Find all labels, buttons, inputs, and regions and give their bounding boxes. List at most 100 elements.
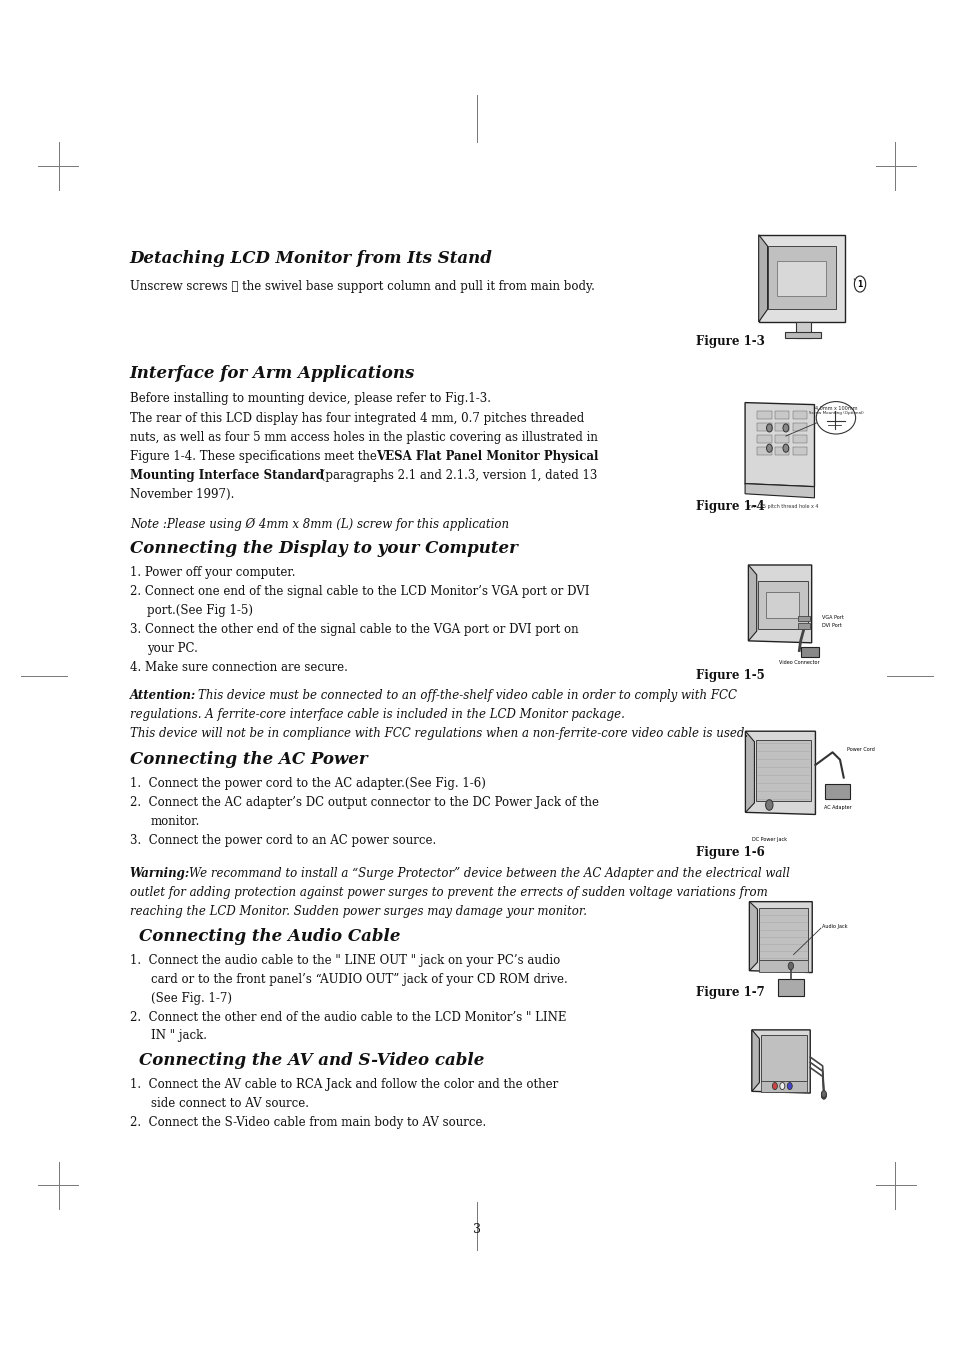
Text: 3. Connect the other end of the signal cable to the VGA port or DVI port on: 3. Connect the other end of the signal c… (130, 623, 578, 636)
Text: Before installing to mounting device, please refer to Fig.1-3.: Before installing to mounting device, pl… (130, 392, 490, 405)
Text: (paragraphs 2.1 and 2.1.3, version 1, dated 13: (paragraphs 2.1 and 2.1.3, version 1, da… (316, 469, 597, 482)
Text: Note :Please using Ø 4mm x 8mm (L) screw for this application: Note :Please using Ø 4mm x 8mm (L) screw… (130, 517, 508, 531)
Polygon shape (777, 261, 825, 296)
Bar (792, 423, 806, 431)
Bar (797, 623, 809, 630)
Bar (774, 435, 789, 443)
Polygon shape (744, 484, 814, 497)
Text: VESA Flat Panel Monitor Physical: VESA Flat Panel Monitor Physical (375, 450, 598, 463)
Text: your PC.: your PC. (147, 642, 197, 655)
Text: Video Connector: Video Connector (779, 661, 819, 665)
Text: mm  75 pitch thread hole x 4: mm 75 pitch thread hole x 4 (746, 504, 817, 509)
Circle shape (782, 424, 788, 432)
Polygon shape (758, 235, 767, 322)
Text: regulations. A ferrite-core interface cable is included in the LCD Monitor packa: regulations. A ferrite-core interface ca… (130, 708, 624, 721)
Text: Interface for Arm Applications: Interface for Arm Applications (130, 365, 415, 382)
Text: DVI Port: DVI Port (821, 623, 841, 628)
Text: 2.  Connect the other end of the audio cable to the LCD Monitor’s " LINE: 2. Connect the other end of the audio ca… (130, 1011, 566, 1024)
Text: 1: 1 (857, 280, 862, 289)
Circle shape (787, 962, 793, 970)
Text: Figure 1-4: Figure 1-4 (696, 500, 764, 513)
Bar (757, 447, 771, 455)
Circle shape (821, 1092, 825, 1100)
Text: Attention:: Attention: (130, 689, 195, 703)
Text: VGA Port: VGA Port (821, 615, 843, 620)
Ellipse shape (816, 401, 855, 434)
Text: Connecting the Audio Cable: Connecting the Audio Cable (139, 928, 400, 946)
Bar (757, 411, 771, 419)
Bar (774, 411, 789, 419)
Polygon shape (751, 1029, 809, 1093)
Text: Screw Mounting (Optional): Screw Mounting (Optional) (808, 411, 862, 415)
Bar (774, 423, 789, 431)
Polygon shape (748, 565, 811, 643)
Circle shape (764, 800, 772, 811)
Text: 2. Connect one end of the signal cable to the LCD Monitor’s VGA port or DVI: 2. Connect one end of the signal cable t… (130, 585, 589, 598)
Text: 1.  Connect the power cord to the AC adapter.(See Fig. 1-6): 1. Connect the power cord to the AC adap… (130, 777, 485, 790)
Bar (765, 592, 799, 617)
Text: 2.  Connect the AC adapter’s DC output connector to the DC Power Jack of the: 2. Connect the AC adapter’s DC output co… (130, 796, 598, 809)
Polygon shape (751, 1029, 759, 1092)
Circle shape (854, 276, 864, 292)
Text: This device must be connected to an off-the-shelf video cable in order to comply: This device must be connected to an off-… (198, 689, 737, 703)
Polygon shape (824, 784, 849, 798)
Polygon shape (744, 731, 754, 812)
Text: 3.  Connect the power cord to an AC power source.: 3. Connect the power cord to an AC power… (130, 834, 436, 847)
Text: card or to the front panel’s “AUDIO OUT” jack of your CD ROM drive.: card or to the front panel’s “AUDIO OUT”… (151, 973, 567, 986)
Text: Figure 1-4. These specifications meet the: Figure 1-4. These specifications meet th… (130, 450, 380, 463)
Text: 4.0mm x 100mm: 4.0mm x 100mm (814, 407, 857, 411)
Text: November 1997).: November 1997). (130, 488, 233, 501)
Bar (758, 581, 806, 630)
Circle shape (782, 444, 788, 453)
Text: AC Adapter: AC Adapter (823, 805, 851, 811)
Text: nuts, as well as four 5 mm access holes in the plastic covering as illustrated i: nuts, as well as four 5 mm access holes … (130, 431, 597, 444)
Polygon shape (748, 565, 756, 640)
Text: Unscrew screws ① the swivel base support column and pull it from main body.: Unscrew screws ① the swivel base support… (130, 280, 594, 293)
Text: 4. Make sure connection are secure.: 4. Make sure connection are secure. (130, 661, 347, 674)
Text: monitor.: monitor. (151, 815, 200, 828)
Bar (757, 435, 771, 443)
Text: Audio Jack: Audio Jack (821, 924, 846, 928)
Text: 1.  Connect the audio cable to the " LINE OUT " jack on your PC’s audio: 1. Connect the audio cable to the " LINE… (130, 954, 559, 967)
Polygon shape (767, 246, 835, 309)
Bar (784, 332, 821, 338)
Bar (758, 961, 807, 971)
Circle shape (786, 1082, 791, 1089)
Bar (777, 979, 803, 996)
Text: Connecting the Display to your Computer: Connecting the Display to your Computer (130, 540, 517, 558)
Text: 2.  Connect the S-Video cable from main body to AV source.: 2. Connect the S-Video cable from main b… (130, 1116, 485, 1129)
Text: Connecting the AC Power: Connecting the AC Power (130, 751, 367, 769)
Bar (792, 447, 806, 455)
Bar (792, 411, 806, 419)
Bar (758, 908, 807, 961)
Text: reaching the LCD Monitor. Sudden power surges may damage your monitor.: reaching the LCD Monitor. Sudden power s… (130, 905, 586, 919)
Text: 3: 3 (473, 1223, 480, 1236)
Text: Figure 1-3: Figure 1-3 (696, 335, 764, 349)
Text: side connect to AV source.: side connect to AV source. (151, 1097, 309, 1111)
Text: Figure 1-7: Figure 1-7 (696, 986, 764, 1000)
Bar (797, 616, 809, 621)
Text: Connecting the AV and S-Video cable: Connecting the AV and S-Video cable (139, 1052, 484, 1070)
Polygon shape (758, 235, 844, 322)
Polygon shape (749, 901, 811, 973)
Polygon shape (744, 403, 814, 486)
Circle shape (821, 1090, 825, 1097)
Bar (774, 447, 789, 455)
Text: The rear of this LCD display has four integrated 4 mm, 0.7 pitches threaded: The rear of this LCD display has four in… (130, 412, 583, 426)
Bar (792, 435, 806, 443)
Text: Warning:: Warning: (130, 867, 190, 881)
Text: Mounting Interface Standard: Mounting Interface Standard (130, 469, 323, 482)
Circle shape (772, 1082, 777, 1089)
Text: Figure 1-6: Figure 1-6 (696, 846, 764, 859)
Circle shape (766, 424, 772, 432)
Polygon shape (749, 901, 757, 970)
Text: Figure 1-5: Figure 1-5 (696, 669, 764, 682)
Bar (755, 739, 810, 801)
Text: IN " jack.: IN " jack. (151, 1029, 207, 1043)
Text: 1. Power off your computer.: 1. Power off your computer. (130, 566, 294, 580)
Text: (See Fig. 1-7): (See Fig. 1-7) (151, 992, 232, 1005)
Bar (760, 1035, 805, 1081)
Circle shape (821, 1092, 825, 1098)
Text: outlet for adding protection against power surges to prevent the errects of sudd: outlet for adding protection against pow… (130, 886, 767, 900)
Polygon shape (744, 731, 815, 815)
